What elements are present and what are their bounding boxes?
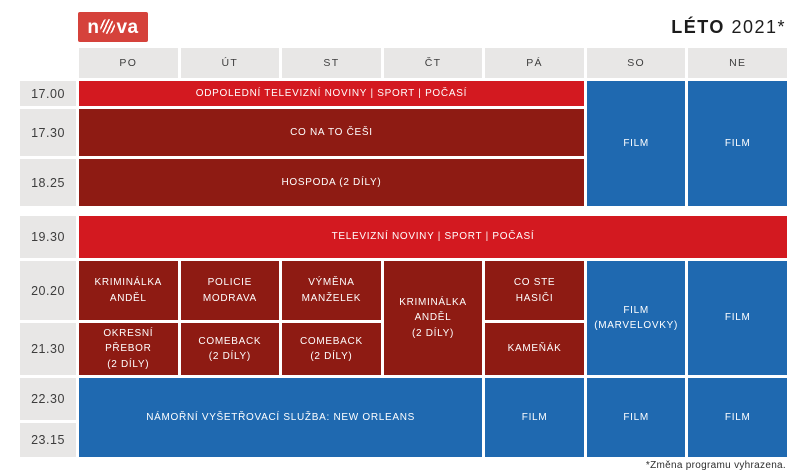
program-cell-okresni-prebor: OKRESNÍ PŘEBOR (2 DÍLY)	[79, 323, 178, 375]
program-cell-odpoledni-televizni-noviny: ODPOLEDNÍ TELEVIZNÍ NOVINY | SPORT | POČ…	[79, 81, 584, 106]
program-cell-namorni-vysetrovaci-sluzba: NÁMOŘNÍ VYŠETŘOVACÍ SLUŽBA: NEW ORLEANS	[79, 378, 483, 457]
program-cell-televizni-noviny: TELEVIZNÍ NOVINY | SPORT | POČASÍ	[79, 216, 787, 258]
day-header-ct: ČT	[383, 48, 483, 78]
day-header-pa: PÁ	[485, 48, 584, 78]
program-cell-co-ste-hasici: CO STE HASIČI	[485, 261, 584, 320]
page-header: n va LÉTO 2021*	[0, 0, 800, 42]
program-cell-film-ne-late: FILM	[688, 378, 787, 457]
day-header-so: SO	[586, 48, 686, 78]
program-cell-vymena-manzelek: VÝMĚNA MANŽELEK	[282, 261, 381, 320]
program-cell-film-marvelovky: FILM (MARVELOVKY)	[586, 261, 686, 375]
program-cell-co-na-to-cesi: CO NA TO ČEŠI	[79, 109, 584, 156]
time-label-1700: 17.00	[20, 81, 76, 106]
program-cell-film-ne-early: FILM	[688, 81, 787, 206]
time-label-1930: 19.30	[20, 216, 76, 258]
nova-logo: n va	[78, 12, 148, 42]
title-year: 2021*	[731, 17, 786, 37]
day-header-st: ST	[282, 48, 381, 78]
program-cell-kriminalka-andel: KRIMINÁLKA ANDĚL	[79, 261, 178, 320]
program-cell-comeback-ut: COMEBACK (2 DÍLY)	[180, 323, 280, 375]
time-label-2315: 23.15	[20, 423, 76, 457]
logo-text-pre: n	[87, 16, 100, 38]
program-cell-comeback-st: COMEBACK (2 DÍLY)	[282, 323, 381, 375]
program-cell-film-pa-late: FILM	[485, 378, 584, 457]
disclaimer-note: *Změna programu vyhrazena.	[645, 460, 786, 471]
time-label-1730: 17.30	[20, 109, 76, 156]
logo-text-post: va	[116, 16, 139, 38]
time-label-2230: 22.30	[20, 378, 76, 420]
time-label-1825: 18.25	[20, 159, 76, 206]
schedule-grid: PO ÚT ST ČT PÁ SO NE 17.00 17.30 18.25 1…	[20, 48, 787, 457]
nova-globe-icon	[100, 18, 116, 34]
program-cell-kriminalka-andel-2-dily: KRIMINÁLKA ANDĚL (2 DÍLY)	[383, 261, 483, 375]
nova-logo-text: n va	[87, 18, 138, 37]
program-cell-film-ne-prime: FILM	[688, 261, 787, 375]
page-title: LÉTO 2021*	[671, 12, 786, 42]
day-header-po: PO	[79, 48, 178, 78]
program-cell-hospoda: HOSPODA (2 DÍLY)	[79, 159, 584, 206]
program-cell-kamenak: KAMEŇÁK	[485, 323, 584, 375]
program-cell-film-so-late: FILM	[586, 378, 686, 457]
program-cell-policie-modrava: POLICIE MODRAVA	[180, 261, 280, 320]
program-cell-film-so-early: FILM	[586, 81, 686, 206]
time-label-2020: 20.20	[20, 261, 76, 320]
day-header-ut: ÚT	[180, 48, 280, 78]
day-header-ne: NE	[688, 48, 787, 78]
title-season: LÉTO	[671, 17, 725, 37]
time-label-2130: 21.30	[20, 323, 76, 375]
